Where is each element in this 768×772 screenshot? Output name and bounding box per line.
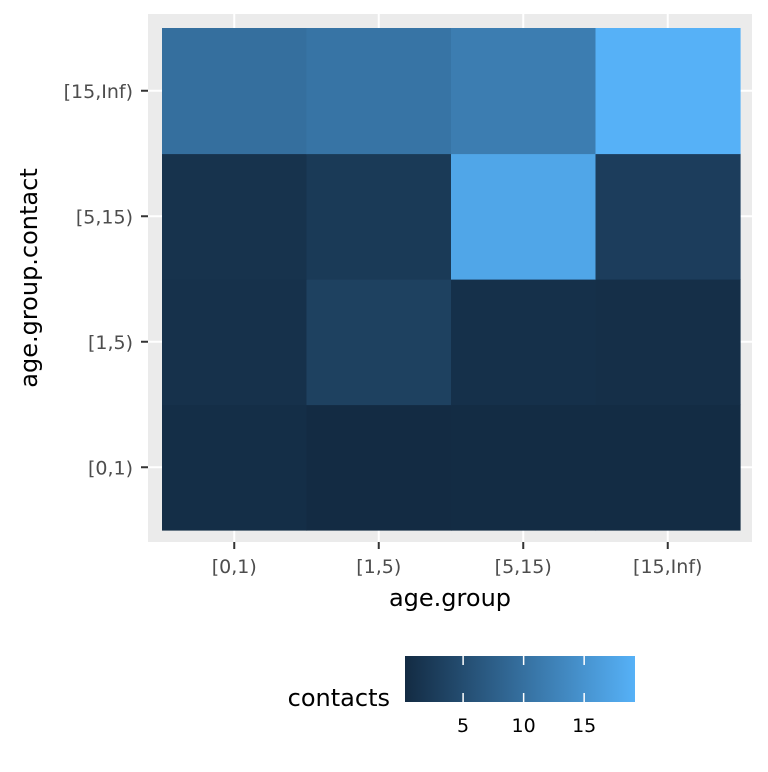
legend-tick-label: 10: [512, 715, 536, 737]
heatmap-tile: [306, 404, 452, 531]
x-axis-title: age.group: [389, 584, 511, 612]
heatmap-tile: [306, 279, 452, 406]
x-axis: [0,1) [1,5) [5,15) [15,Inf): [212, 542, 702, 578]
legend-ticks: 5 10 15: [457, 656, 596, 737]
heatmap-tile: [306, 153, 452, 280]
x-tick-label: [5,15): [495, 556, 552, 578]
heatmap-tile: [595, 279, 741, 406]
heatmap-tile: [595, 28, 741, 155]
y-tick-label: [5,15): [76, 206, 133, 228]
legend-colorbar: [405, 656, 635, 702]
heatmap-tile: [162, 153, 308, 280]
y-axis-title: age.group.contact: [15, 168, 43, 387]
legend-tick-label: 5: [457, 715, 469, 737]
x-tick-label: [0,1): [212, 556, 257, 578]
heatmap-tile: [451, 28, 597, 155]
heatmap-tile: [595, 153, 741, 280]
heatmap-tile: [306, 28, 452, 155]
heatmap-tile: [162, 404, 308, 531]
heatmap-tile: [451, 153, 597, 280]
heatmap-tile: [451, 404, 597, 531]
y-tick-label: [1,5): [88, 332, 133, 354]
y-tick-label: [0,1): [88, 457, 133, 479]
heatmap-tile: [162, 279, 308, 406]
x-tick-label: [1,5): [356, 556, 401, 578]
heatmap-tile: [451, 279, 597, 406]
x-tick-label: [15,Inf): [633, 556, 702, 578]
legend-title: contacts: [288, 684, 390, 712]
legend-tick-label: 15: [572, 715, 596, 737]
heatmap-tiles: [162, 28, 741, 531]
heatmap-tile: [162, 28, 308, 155]
y-tick-label: [15,Inf): [64, 81, 133, 103]
y-axis: [0,1) [1,5) [5,15) [15,Inf): [64, 81, 148, 479]
heatmap-tile: [595, 404, 741, 531]
